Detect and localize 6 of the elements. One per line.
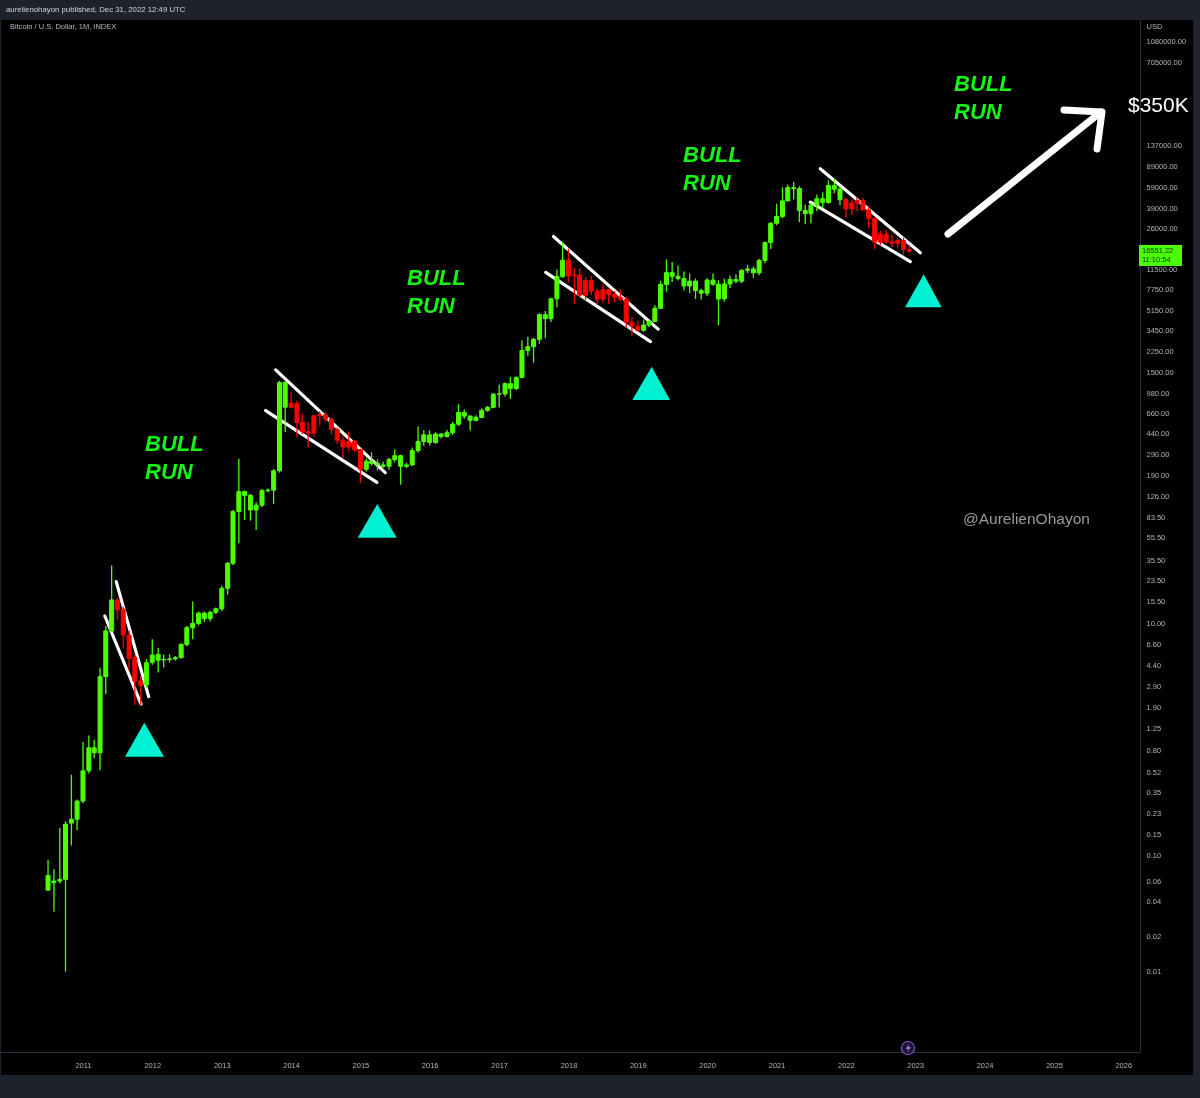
annotation: $350K [1128, 93, 1189, 117]
annotation: BULL RUN [683, 141, 743, 197]
annotation: BULL RUN [407, 264, 467, 320]
annotation: BULL RUN [145, 430, 205, 486]
annotation: @AurelienOhayon [963, 510, 1090, 528]
annotation: BULL RUN [954, 70, 1014, 126]
